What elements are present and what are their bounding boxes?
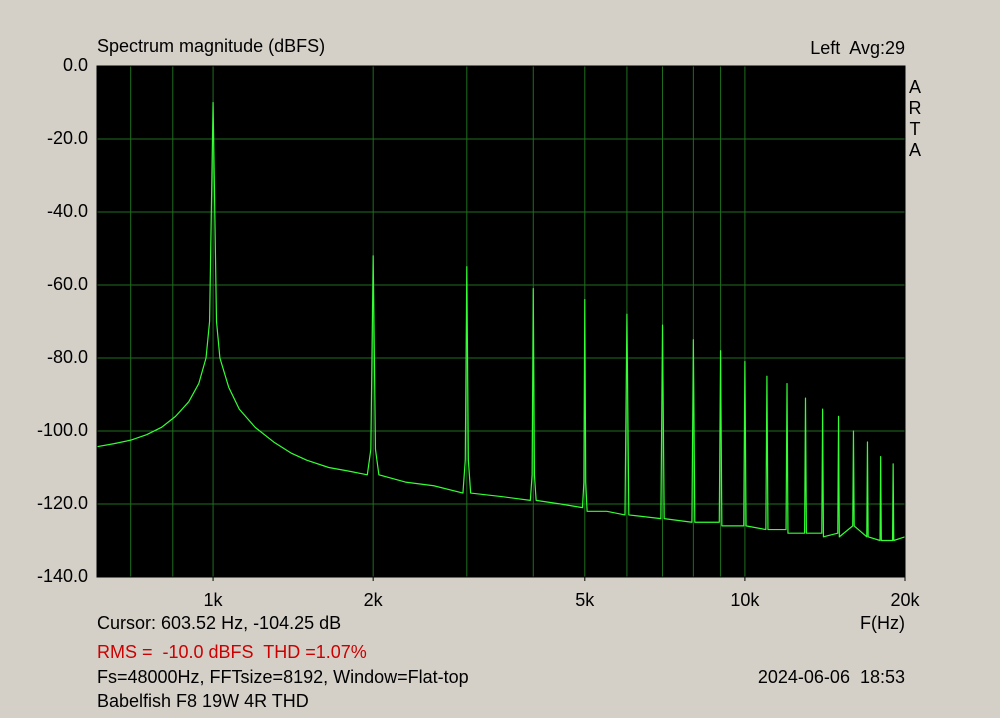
y-tick-label: -20.0 [47, 128, 88, 148]
y-tick-label: -80.0 [47, 347, 88, 367]
device-label: Babelfish F8 19W 4R THD [97, 691, 309, 711]
plot-border [96, 65, 906, 578]
channel-info: Left Avg:29 [810, 38, 905, 58]
y-tick-label: -140.0 [37, 566, 88, 586]
measurement: RMS = -10.0 dBFS THD =1.07% [97, 642, 367, 662]
y-tick-label: 0.0 [63, 55, 88, 75]
y-tick-label: -100.0 [37, 420, 88, 440]
x-tick-label: 5k [575, 590, 595, 610]
y-tick-label: -40.0 [47, 201, 88, 221]
x-tick-label: 1k [204, 590, 224, 610]
x-axis-label: F(Hz) [860, 613, 905, 633]
x-tick-label: 20k [890, 590, 920, 610]
x-tick-label: 2k [364, 590, 384, 610]
spectrum-line [96, 101, 906, 542]
plot-area [97, 66, 905, 577]
y-tick-label: -60.0 [47, 274, 88, 294]
x-tick-label: 10k [730, 590, 760, 610]
chart-title: Spectrum magnitude (dBFS) [97, 36, 325, 56]
side-label: ARTA [905, 77, 925, 161]
settings: Fs=48000Hz, FFTsize=8192, Window=Flat-to… [97, 667, 469, 687]
y-tick-label: -120.0 [37, 493, 88, 513]
cursor-readout: Cursor: 603.52 Hz, -104.25 dB [97, 613, 341, 633]
timestamp: 2024-06-06 18:53 [758, 667, 905, 687]
